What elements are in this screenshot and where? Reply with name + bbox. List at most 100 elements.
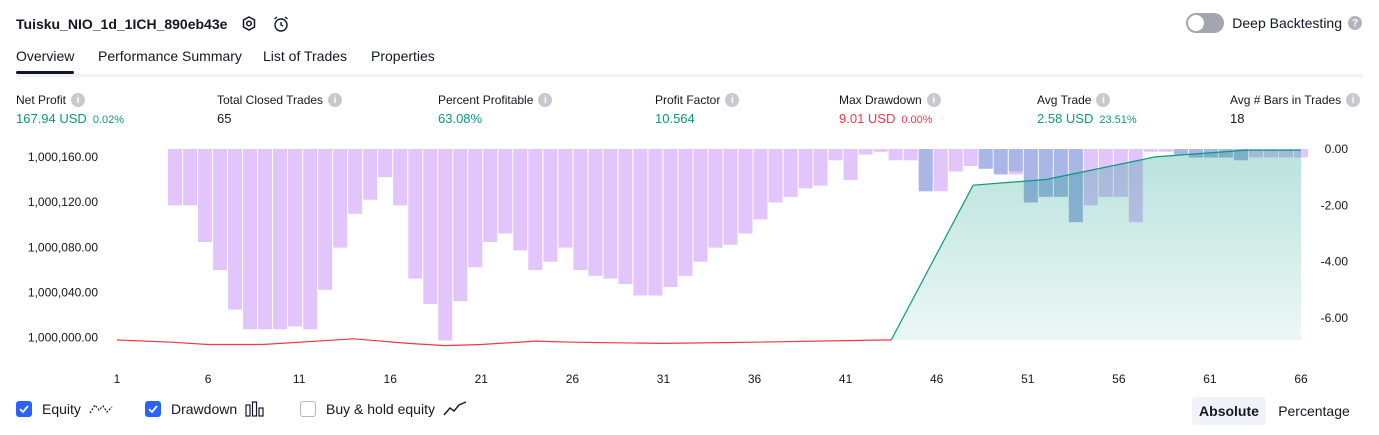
drawdown-bar xyxy=(708,149,723,248)
alarm-clock-icon[interactable] xyxy=(271,14,291,34)
strategy-title: Tuisku_NIO_1d_1ICH_890eb43e xyxy=(16,16,228,32)
stat-total-closed-trades: Total Closed Trades i 65 xyxy=(217,93,343,126)
x-axis-tick-label: 51 xyxy=(1021,372,1035,386)
stat-label: Avg Trade xyxy=(1037,93,1092,107)
x-axis-tick-label: 56 xyxy=(1112,372,1126,386)
drawdown-bar xyxy=(1143,149,1158,152)
drawdown-bar xyxy=(933,149,948,192)
legend-equity[interactable]: Equity xyxy=(16,401,113,417)
drawdown-bar xyxy=(783,149,798,197)
drawdown-bar xyxy=(738,149,753,234)
stat-value: 10.564 xyxy=(655,111,695,126)
drawdown-bar xyxy=(798,149,813,189)
stat-percent: 0.00% xyxy=(901,114,933,126)
stat-profit-factor: Profit Factor i 10.564 xyxy=(655,93,740,126)
tab-overview[interactable]: Overview xyxy=(16,48,75,74)
absolute-toggle[interactable]: Absolute xyxy=(1192,397,1266,425)
tab-performance-summary[interactable]: Performance Summary xyxy=(98,48,242,64)
stat-value: 9.01 USD xyxy=(839,111,896,126)
drawdown-bars-icon xyxy=(245,401,265,417)
legend-buy-hold-equity[interactable]: Buy & hold equity xyxy=(300,401,467,417)
drawdown-bar xyxy=(288,149,303,327)
tab-bar: Overview Performance Summary List of Tra… xyxy=(16,48,1363,77)
drawdown-bar xyxy=(273,149,288,330)
drawdown-bar-overlap xyxy=(1008,149,1023,172)
drawdown-bar-overlap xyxy=(918,149,933,192)
drawdown-bar-overlap xyxy=(978,149,993,169)
equity-line-negative xyxy=(116,338,892,347)
legend-drawdown[interactable]: Drawdown xyxy=(145,401,265,417)
info-icon[interactable]: i xyxy=(725,93,740,107)
x-axis-tick-label: 16 xyxy=(384,372,398,386)
settings-gear-icon[interactable] xyxy=(239,14,259,34)
legend-label: Buy & hold equity xyxy=(326,401,435,417)
stat-percent-profitable: Percent Profitable i 63.08% xyxy=(438,93,553,126)
x-axis-tick-label: 66 xyxy=(1294,372,1308,386)
tab-properties[interactable]: Properties xyxy=(371,48,435,64)
equity-drawdown-chart: 1,000,160.00 1,000,120.00 1,000,080.00 1,00… xyxy=(28,142,1349,386)
drawdown-bar xyxy=(648,149,663,296)
left-axis-tick-label: 1,000,000.00 xyxy=(28,331,98,345)
drawdown-bar xyxy=(333,149,348,248)
info-icon[interactable]: i xyxy=(71,93,86,107)
x-axis-tick-label: 41 xyxy=(839,372,853,386)
drawdown-bar xyxy=(558,149,573,248)
drawdown-bar-overlap xyxy=(1173,149,1188,155)
drawdown-bar xyxy=(588,149,603,276)
stat-label: Profit Factor xyxy=(655,93,721,107)
buy-hold-checkbox[interactable] xyxy=(300,401,316,417)
x-axis-tick-label: 26 xyxy=(566,372,580,386)
drawdown-bar xyxy=(603,149,618,279)
drawdown-bar xyxy=(903,149,918,161)
stat-label: Net Profit xyxy=(16,93,67,107)
drawdown-bar xyxy=(633,149,648,296)
equity-checkbox[interactable] xyxy=(16,401,32,417)
drawdown-bar xyxy=(438,149,453,341)
stat-value: 18 xyxy=(1230,111,1245,126)
drawdown-bar xyxy=(963,149,978,166)
drawdown-bar xyxy=(543,149,558,262)
stat-net-profit: Net Profit i 167.94 USD 0.02% xyxy=(16,93,124,126)
drawdown-bar xyxy=(423,149,438,304)
drawdown-bar xyxy=(213,149,228,271)
info-icon[interactable]: i xyxy=(926,93,941,107)
x-axis-tick-label: 36 xyxy=(748,372,762,386)
stat-avg-trade: Avg Trade i 2.58 USD 23.51% xyxy=(1037,93,1137,126)
info-icon[interactable]: i xyxy=(538,93,553,107)
drawdown-bar xyxy=(573,149,588,271)
stat-max-drawdown: Max Drawdown i 9.01 USD 0.00% xyxy=(839,93,941,126)
left-axis-tick-label: 1,000,040.00 xyxy=(28,286,98,300)
x-axis-tick-label: 46 xyxy=(930,372,944,386)
drawdown-bar xyxy=(498,149,513,234)
info-icon[interactable]: i xyxy=(328,93,343,107)
drawdown-bar xyxy=(843,149,858,180)
drawdown-bar xyxy=(753,149,768,220)
drawdown-bar xyxy=(168,149,183,206)
info-icon[interactable]: i xyxy=(1096,93,1111,107)
equity-line-positive xyxy=(890,149,1301,341)
drawdown-bar xyxy=(948,149,963,172)
drawdown-bar xyxy=(363,149,378,200)
x-axis-tick-label: 31 xyxy=(657,372,671,386)
strategy-header: Tuisku_NIO_1d_1ICH_890eb43e xyxy=(16,13,291,35)
stat-value: 2.58 USD xyxy=(1037,111,1094,126)
deep-backtesting: Deep Backtesting ? xyxy=(1186,13,1362,33)
legend-label: Equity xyxy=(42,401,81,417)
x-axis-tick-label: 6 xyxy=(205,372,212,386)
legend-label: Drawdown xyxy=(171,401,238,417)
drawdown-bar-overlap xyxy=(993,149,1008,175)
drawdown-bar xyxy=(393,149,408,206)
drawdown-bar xyxy=(228,149,243,310)
drawdown-bar xyxy=(663,149,678,287)
drawdown-bar xyxy=(873,149,888,152)
drawdown-bar-overlap xyxy=(1188,149,1203,158)
percentage-toggle[interactable]: Percentage xyxy=(1278,403,1350,419)
tab-list-of-trades[interactable]: List of Trades xyxy=(263,48,348,64)
left-axis-tick-label: 1,000,160.00 xyxy=(28,150,98,164)
help-icon[interactable]: ? xyxy=(1348,16,1362,30)
deep-backtesting-toggle[interactable] xyxy=(1186,13,1225,33)
info-icon[interactable]: i xyxy=(1346,93,1361,107)
drawdown-bar xyxy=(378,149,393,178)
drawdown-checkbox[interactable] xyxy=(145,401,161,417)
right-axis-tick-label: 0.00 xyxy=(1325,142,1349,156)
